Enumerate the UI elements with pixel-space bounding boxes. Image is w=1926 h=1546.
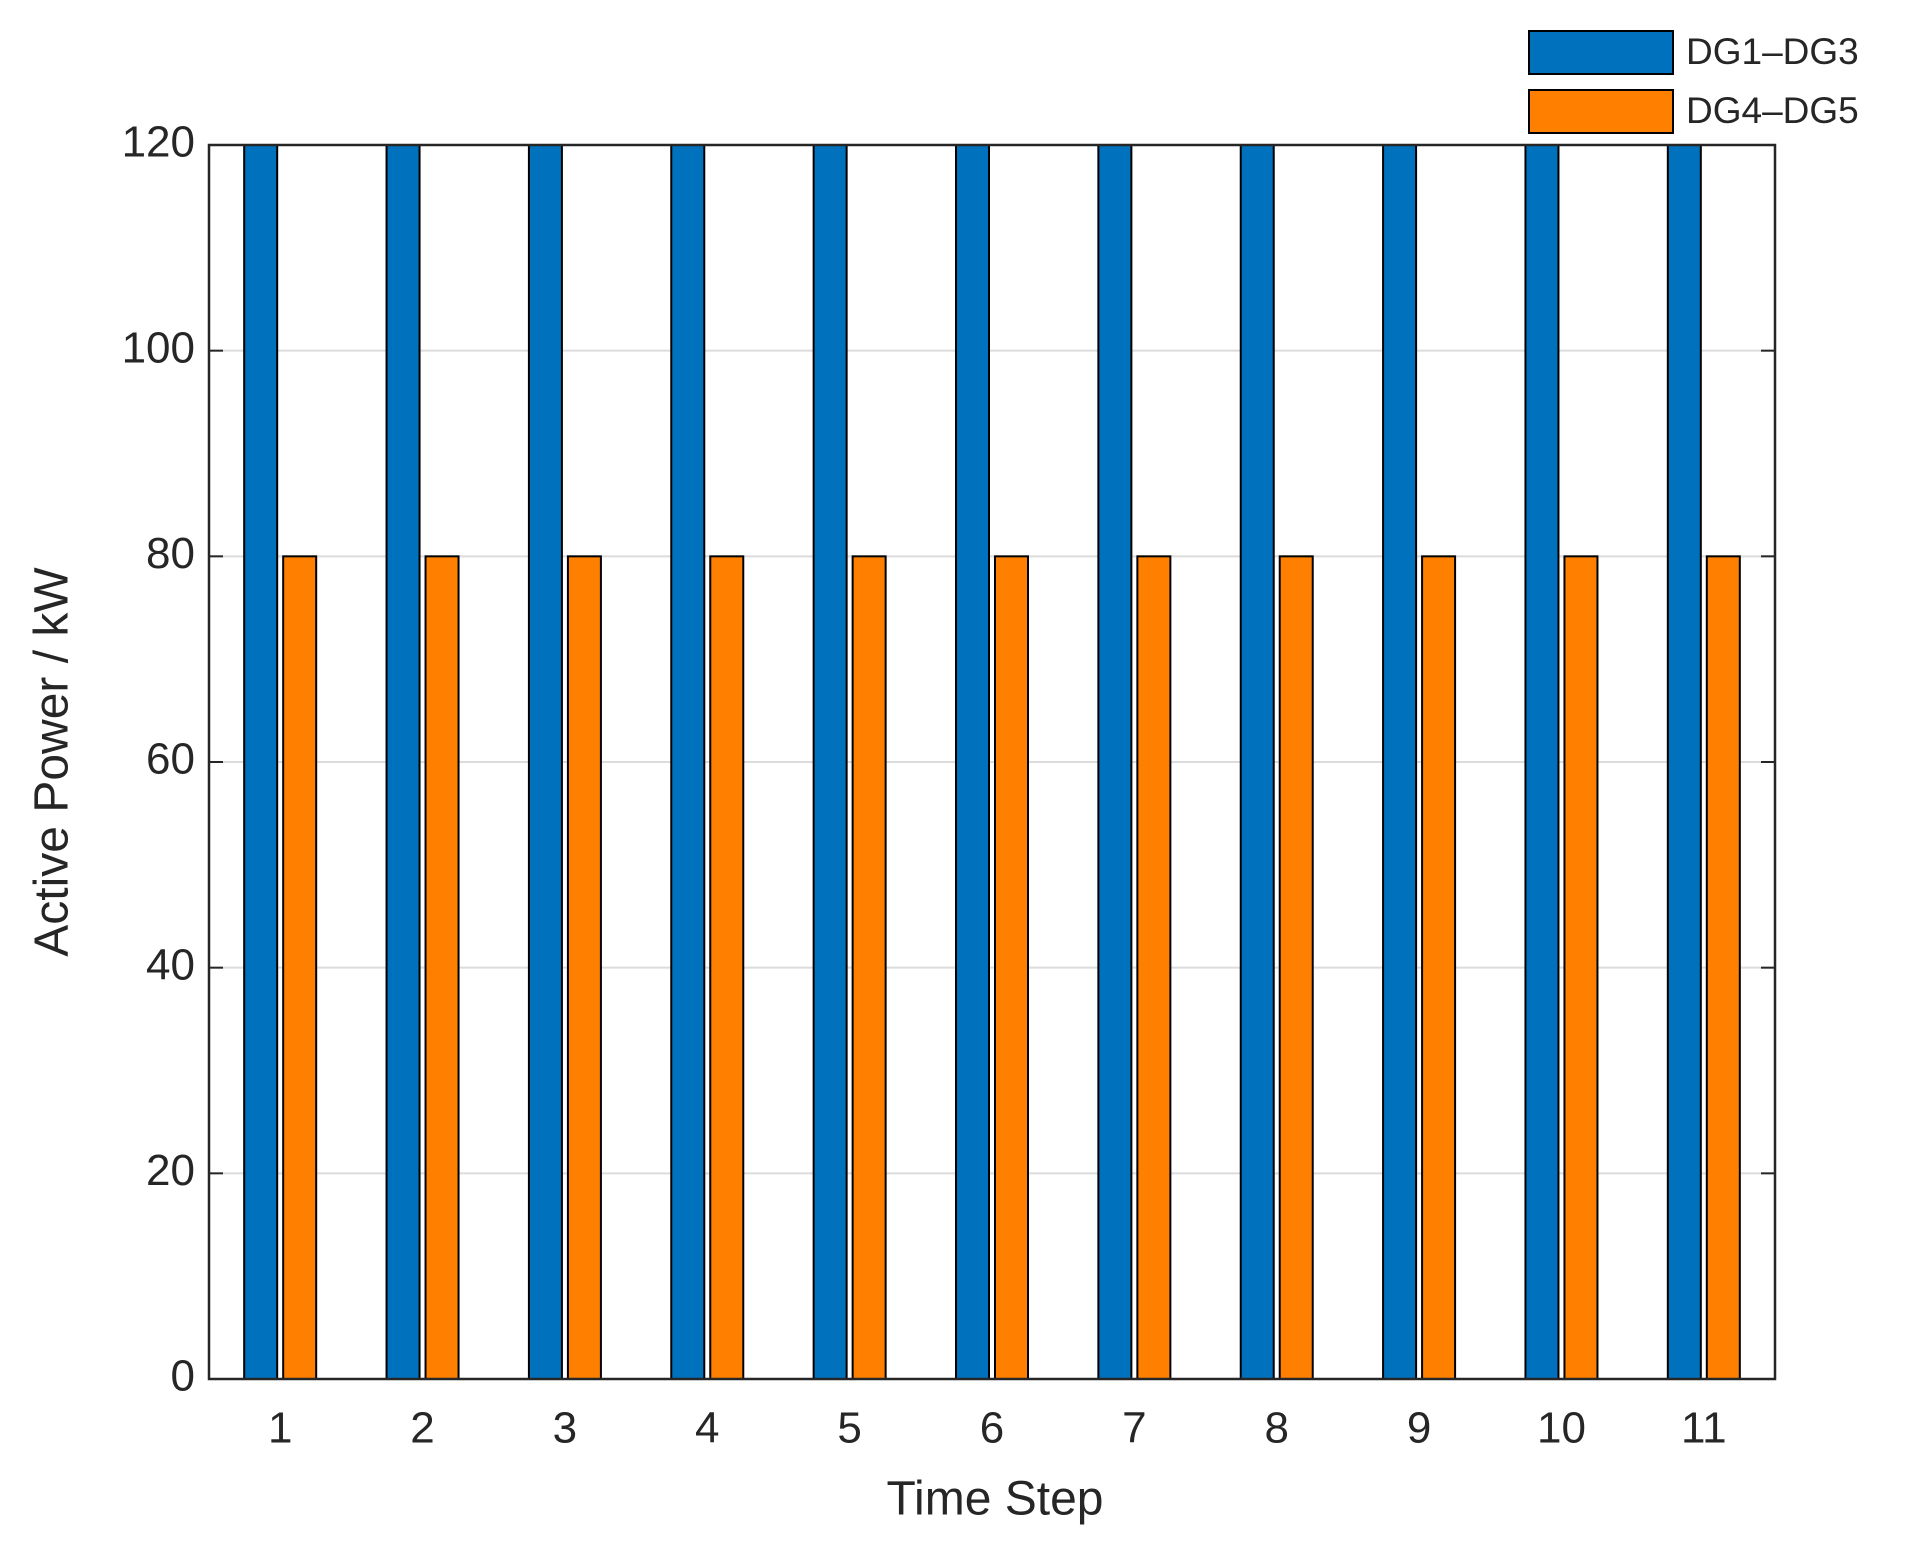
bar [385, 144, 421, 1380]
bar [1239, 144, 1275, 1380]
bar [1421, 555, 1457, 1380]
x-axis-label: Time Step [887, 1473, 1104, 1526]
x-tick-label: 3 [553, 1404, 577, 1453]
bar [955, 144, 990, 1380]
x-tick-label: 2 [410, 1404, 434, 1453]
bar [1666, 144, 1702, 1380]
legend-label: DG1–DG3 [1686, 31, 1859, 72]
bar [243, 144, 279, 1380]
bar [1705, 555, 1741, 1380]
bar [566, 555, 602, 1380]
bar [812, 144, 848, 1380]
bar [424, 555, 460, 1380]
bar [1563, 555, 1599, 1380]
bar [670, 144, 706, 1380]
bar [282, 555, 318, 1380]
bar [1524, 144, 1560, 1380]
y-axis-label: Active Power / kW [26, 567, 79, 957]
y-tick-label: 100 [122, 323, 195, 372]
y-tick-label: 40 [146, 940, 195, 989]
x-tick-label: 9 [1407, 1404, 1431, 1453]
x-tick-label: 5 [837, 1404, 861, 1453]
bar [1136, 555, 1172, 1380]
bar [1278, 555, 1314, 1380]
x-tick-label: 1 [268, 1404, 292, 1453]
x-tick-label: 4 [695, 1404, 719, 1453]
x-tick-label: 10 [1537, 1404, 1586, 1453]
bar [709, 555, 745, 1380]
y-tick-label: 80 [146, 529, 195, 578]
legend-label: DG4–DG5 [1686, 90, 1859, 131]
y-tick-label: 60 [146, 735, 195, 784]
y-tick-label: 0 [171, 1352, 195, 1401]
plot-frame [207, 143, 1777, 1381]
x-tick-label: 6 [980, 1404, 1004, 1453]
bar [527, 144, 563, 1380]
bar [851, 555, 887, 1380]
bar [994, 555, 1029, 1380]
bar [1382, 144, 1418, 1380]
y-tick-label: 120 [122, 118, 195, 167]
bar [1097, 144, 1133, 1380]
legend-swatch [1528, 89, 1674, 134]
legend-swatch [1528, 30, 1674, 75]
x-tick-label: 7 [1122, 1404, 1146, 1453]
y-tick-label: 20 [146, 1146, 195, 1195]
axes: 0 20 40 60 80 100 120 1 2 3 4 5 6 7 8 9 10 11 [122, 118, 1777, 1453]
x-tick-label: 11 [1681, 1404, 1727, 1453]
x-tick-label: 8 [1264, 1404, 1288, 1453]
